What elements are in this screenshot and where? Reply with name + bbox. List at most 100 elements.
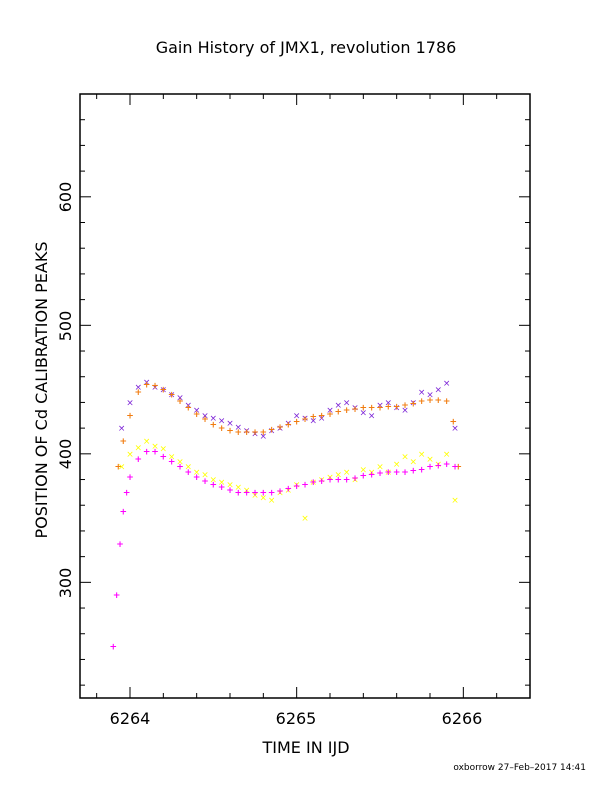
data-point: +	[385, 468, 393, 478]
x-tick-label-6265: 6265	[276, 709, 317, 728]
data-point: ×	[235, 423, 243, 433]
data-point: +	[351, 474, 359, 484]
data-point: +	[310, 478, 318, 488]
data-point: ×	[393, 460, 401, 470]
data-point: ×	[310, 478, 318, 488]
data-point: +	[301, 415, 309, 425]
data-point: +	[450, 418, 458, 428]
data-point: +	[343, 476, 351, 486]
data-point: ×	[260, 494, 268, 504]
data-point: +	[401, 401, 409, 411]
data-point: ×	[118, 463, 126, 473]
data-point: +	[393, 402, 401, 412]
data-point: +	[160, 452, 168, 462]
data-point: ×	[301, 414, 309, 424]
data-point: +	[360, 472, 368, 482]
data-point: +	[143, 447, 151, 457]
data-point: +	[293, 482, 301, 492]
data-point: ×	[160, 386, 168, 396]
data-point: ×	[185, 463, 193, 473]
data-point: ×	[151, 383, 159, 393]
data-point: ×	[401, 406, 409, 416]
data-point: +	[113, 591, 121, 601]
data-point: ×	[393, 404, 401, 414]
series-0: ××××× ×× ×××× × × × × × × ×× ××× × × ××× ××× ×× ×× ××× ×××…	[118, 378, 459, 442]
data-point: ×	[218, 478, 226, 488]
data-point: ×	[360, 465, 368, 475]
data-point: +	[318, 477, 326, 487]
data-point: +	[268, 425, 276, 435]
y-tick-label-300: 300	[56, 568, 75, 599]
data-point: +	[120, 508, 128, 518]
data-point: ×	[210, 476, 218, 486]
data-point: +	[218, 483, 226, 493]
data-point: +	[243, 428, 251, 438]
data-point: +	[326, 410, 334, 420]
data-point: ×	[135, 443, 143, 453]
y-tick-label-400: 400	[56, 439, 75, 470]
data-point: +	[110, 643, 118, 653]
data-point: +	[276, 423, 284, 433]
data-point: ×	[251, 491, 259, 501]
data-point: +	[168, 458, 176, 468]
data-point: ×	[176, 458, 184, 468]
data-point: +	[301, 481, 309, 491]
data-marks: ××××× ×× ×××× × × × × × × ×× ××× × × ××× ××× ×× ×× ××× ×××…	[110, 378, 463, 653]
data-point: ×	[268, 496, 276, 506]
data-point: ×	[143, 378, 151, 388]
data-point: +	[168, 391, 176, 401]
data-point: +	[426, 396, 434, 406]
data-point: +	[135, 388, 143, 398]
data-point: +	[368, 404, 376, 414]
data-point: ×	[385, 398, 393, 408]
data-point: ×	[418, 388, 426, 398]
data-point: +	[426, 463, 434, 473]
data-point: +	[418, 397, 426, 407]
data-point: +	[443, 397, 451, 407]
y-tick-label-500: 500	[56, 311, 75, 342]
data-point: +	[115, 463, 123, 473]
data-point: ×	[143, 437, 151, 447]
data-point: +	[276, 487, 284, 497]
data-point: +	[410, 467, 418, 477]
data-point: +	[251, 428, 259, 438]
data-point: ×	[318, 414, 326, 424]
data-point: +	[243, 488, 251, 498]
data-point: ×	[293, 481, 301, 491]
data-point: ×	[443, 450, 451, 460]
data-point: ×	[235, 483, 243, 493]
data-point: ×	[118, 424, 126, 434]
data-point: +	[435, 461, 443, 471]
data-point: ×	[451, 496, 459, 506]
data-point: +	[335, 407, 343, 417]
series-1: +++++ + +++++++ + + + + + + + + + + + + + + + + + + + + + + + + + + +…	[115, 380, 463, 472]
data-point: +	[251, 488, 259, 498]
data-point: +	[226, 486, 234, 496]
data-point: +	[360, 404, 368, 414]
data-point: ×	[368, 468, 376, 478]
data-point: ×	[335, 401, 343, 411]
data-point: ×	[268, 427, 276, 437]
data-point: +	[335, 476, 343, 486]
data-point: +	[268, 488, 276, 498]
data-point: +	[126, 473, 134, 483]
data-point: ×	[243, 427, 251, 437]
data-point: ×	[285, 486, 293, 496]
data-point: ×	[293, 411, 301, 421]
data-point: ×	[426, 455, 434, 465]
data-point: +	[376, 469, 384, 479]
data-point: ×	[126, 398, 134, 408]
data-point: +	[401, 468, 409, 478]
data-point: ×	[326, 406, 334, 416]
data-point: ×	[351, 476, 359, 486]
data-point: ×	[201, 411, 209, 421]
data-point: +	[418, 465, 426, 475]
data-point: ×	[193, 468, 201, 478]
data-point: +	[135, 455, 143, 465]
data-point: +	[176, 463, 184, 473]
data-point: ×	[160, 445, 168, 455]
data-point: +	[185, 468, 193, 478]
data-point: +	[343, 406, 351, 416]
data-point: ×	[318, 476, 326, 486]
